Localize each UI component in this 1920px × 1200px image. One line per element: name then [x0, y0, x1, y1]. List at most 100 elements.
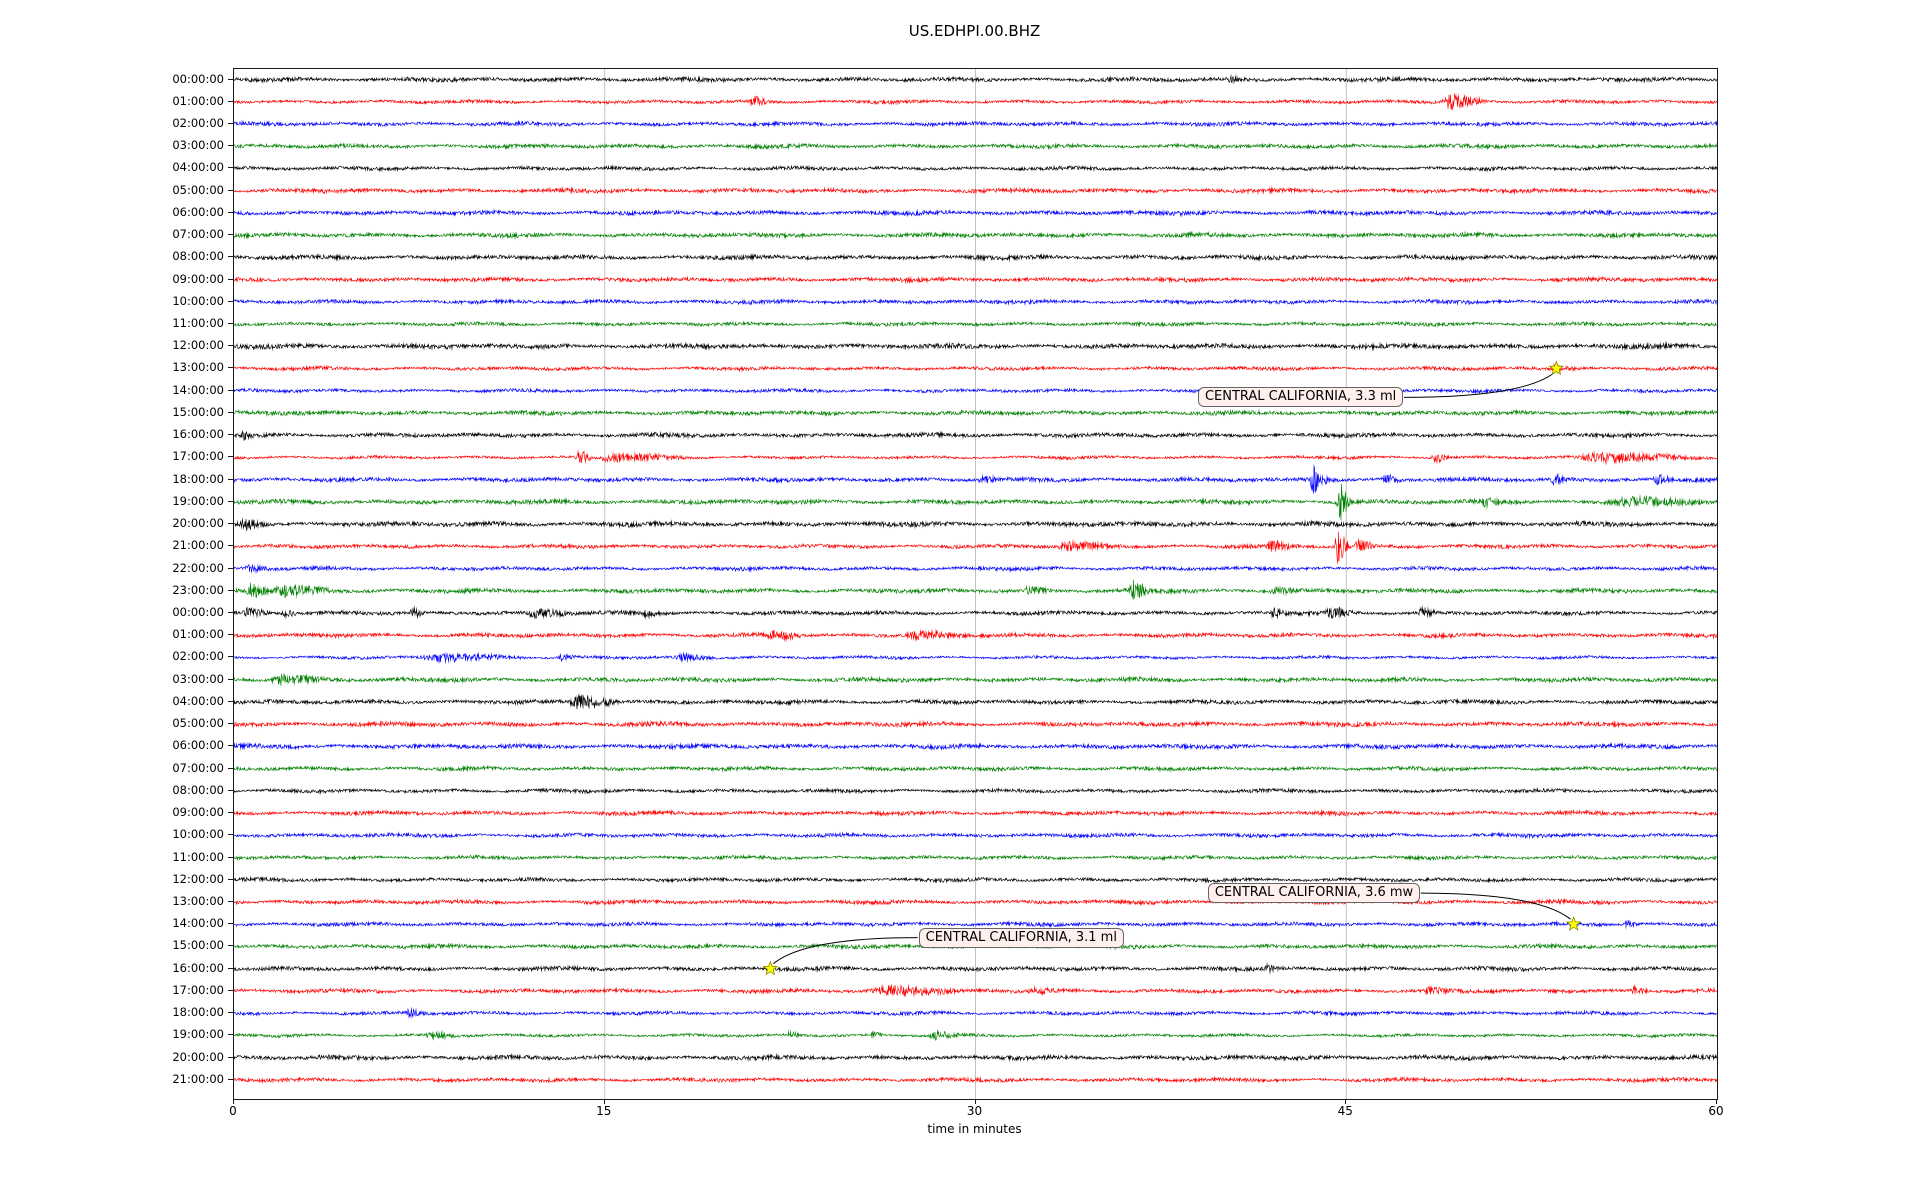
event-annotation: CENTRAL CALIFORNIA, 3.1 ml — [918, 927, 1124, 948]
y-axis-label: 08:00:00 — [172, 782, 224, 797]
y-tick-mark — [228, 945, 233, 947]
y-axis-label: 06:00:00 — [172, 738, 224, 753]
y-tick-mark — [228, 456, 233, 458]
event-annotation: CENTRAL CALIFORNIA, 3.6 mw — [1207, 883, 1421, 904]
y-tick-mark — [228, 767, 233, 769]
y-axis-label: 09:00:00 — [172, 271, 224, 286]
y-axis-label: 18:00:00 — [172, 471, 224, 486]
y-tick-mark — [228, 345, 233, 347]
y-tick-mark — [228, 234, 233, 236]
plot-area: CENTRAL CALIFORNIA, 3.3 ml CENTRAL CALIFO… — [233, 68, 1718, 1100]
y-tick-mark — [228, 989, 233, 991]
y-axis-label: 14:00:00 — [172, 382, 224, 397]
y-axis-label: 19:00:00 — [172, 493, 224, 508]
y-tick-mark — [228, 589, 233, 591]
y-axis-label: 13:00:00 — [172, 894, 224, 908]
y-tick-mark — [228, 256, 233, 258]
y-tick-mark — [228, 211, 233, 213]
x-tick-mark — [974, 1099, 976, 1104]
x-tick-mark — [233, 1099, 234, 1104]
y-axis-label: 02:00:00 — [172, 649, 224, 664]
y-tick-mark — [228, 967, 233, 969]
y-tick-mark — [228, 678, 233, 680]
x-axis-label: time in minutes — [927, 1122, 1022, 1136]
y-axis-label: 10:00:00 — [172, 827, 224, 842]
y-axis-label: 21:00:00 — [172, 1071, 224, 1086]
y-tick-mark — [228, 167, 233, 169]
y-tick-mark — [228, 834, 233, 836]
y-axis-label: 13:00:00 — [172, 360, 224, 375]
y-tick-mark — [228, 100, 233, 102]
y-tick-mark — [228, 434, 233, 436]
y-tick-mark — [228, 411, 233, 413]
y-tick-mark — [228, 300, 233, 302]
x-tick-label: 15 — [596, 1104, 612, 1118]
y-axis-label: 20:00:00 — [172, 516, 224, 531]
y-tick-mark — [228, 789, 233, 791]
y-axis-label: 16:00:00 — [172, 960, 224, 975]
x-tick-label: 60 — [1708, 1104, 1724, 1118]
event-annotation: CENTRAL CALIFORNIA, 3.3 ml — [1197, 387, 1404, 408]
y-tick-mark — [228, 812, 233, 814]
y-axis-label: 15:00:00 — [172, 404, 224, 419]
y-axis-label: 22:00:00 — [172, 560, 224, 575]
y-axis-label: 18:00:00 — [172, 1005, 224, 1020]
y-tick-mark — [228, 901, 233, 902]
y-tick-mark — [228, 500, 233, 502]
y-tick-mark — [228, 1034, 233, 1036]
y-tick-mark — [228, 567, 233, 569]
y-axis-label: 12:00:00 — [172, 338, 224, 353]
x-tick-mark — [1345, 1099, 1347, 1104]
chart-title: US.EDHPI.00.BHZ — [908, 22, 1041, 40]
y-axis-label: 02:00:00 — [172, 115, 224, 130]
y-axis-label: 07:00:00 — [172, 760, 224, 775]
y-tick-mark — [228, 545, 233, 547]
y-tick-mark — [228, 122, 233, 124]
y-axis-label: 06:00:00 — [172, 204, 224, 219]
y-tick-mark — [228, 145, 233, 147]
x-tick-mark — [1716, 1099, 1717, 1104]
y-axis-label: 01:00:00 — [172, 627, 224, 642]
y-axis-label: 17:00:00 — [172, 449, 224, 464]
y-tick-mark — [228, 634, 233, 636]
y-tick-mark — [228, 478, 233, 480]
y-axis-label: 21:00:00 — [172, 538, 224, 553]
x-tick-label: 30 — [966, 1104, 983, 1118]
y-axis-label: 10:00:00 — [172, 293, 224, 308]
y-axis-label: 09:00:00 — [172, 805, 224, 820]
y-tick-mark — [228, 78, 233, 80]
y-tick-mark — [228, 923, 233, 925]
y-tick-mark — [228, 723, 233, 725]
y-tick-mark — [228, 656, 233, 658]
y-axis-label: 19:00:00 — [172, 1027, 224, 1042]
y-axis-label: 11:00:00 — [172, 316, 224, 331]
y-tick-mark — [228, 612, 233, 614]
y-tick-mark — [228, 389, 233, 391]
y-tick-mark — [228, 189, 233, 191]
y-axis-label: 12:00:00 — [172, 871, 224, 886]
y-axis-label: 03:00:00 — [172, 138, 224, 153]
y-axis-label: 05:00:00 — [172, 716, 224, 731]
y-axis-label: 04:00:00 — [172, 160, 224, 175]
y-axis-label: 20:00:00 — [172, 1049, 224, 1064]
y-tick-mark — [228, 856, 233, 858]
y-tick-mark — [228, 278, 233, 280]
y-tick-mark — [228, 1012, 233, 1014]
y-axis-label: 00:00:00 — [172, 71, 224, 86]
y-axis-label: 08:00:00 — [172, 249, 224, 264]
x-tick-label: 45 — [1337, 1104, 1353, 1118]
x-tick-mark — [603, 1099, 605, 1104]
y-tick-mark — [228, 700, 233, 702]
y-axis-label: 07:00:00 — [172, 227, 224, 242]
y-axis-label: 15:00:00 — [172, 938, 224, 953]
seismogram-canvas — [234, 69, 1717, 1099]
y-axis-label: 04:00:00 — [172, 693, 224, 708]
y-tick-mark — [228, 745, 233, 747]
y-axis-label: 17:00:00 — [172, 982, 224, 997]
y-tick-mark — [228, 367, 233, 369]
x-tick-label: 0 — [229, 1104, 237, 1118]
y-tick-mark — [228, 323, 233, 325]
y-axis-label: 16:00:00 — [172, 427, 224, 442]
y-axis-label: 01:00:00 — [172, 93, 224, 108]
